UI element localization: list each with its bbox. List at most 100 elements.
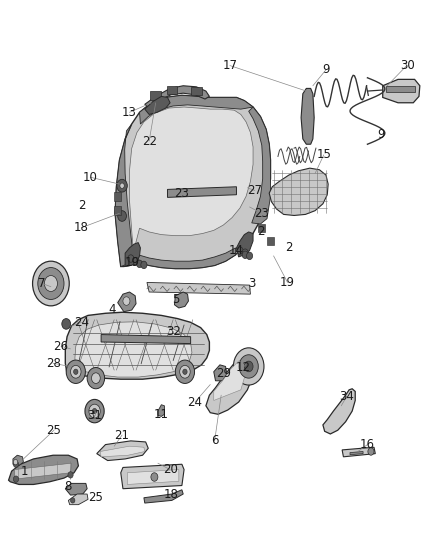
Text: 25: 25 — [88, 491, 103, 504]
Polygon shape — [214, 365, 227, 381]
Circle shape — [13, 461, 18, 467]
Circle shape — [239, 355, 258, 378]
Text: 16: 16 — [360, 438, 375, 451]
Circle shape — [247, 252, 253, 260]
Polygon shape — [206, 353, 254, 414]
Polygon shape — [145, 86, 209, 107]
Circle shape — [74, 369, 78, 374]
Text: 9: 9 — [322, 63, 330, 76]
Text: 26: 26 — [53, 340, 68, 353]
Polygon shape — [114, 192, 121, 200]
Polygon shape — [114, 206, 121, 215]
Circle shape — [120, 183, 124, 188]
Text: 8: 8 — [65, 480, 72, 492]
Text: 25: 25 — [46, 424, 61, 437]
Polygon shape — [65, 483, 87, 495]
Circle shape — [66, 360, 85, 383]
Text: 2: 2 — [78, 199, 85, 212]
Polygon shape — [269, 168, 328, 215]
Circle shape — [175, 360, 194, 383]
Polygon shape — [145, 96, 170, 115]
Polygon shape — [214, 358, 247, 400]
Polygon shape — [267, 237, 274, 245]
Polygon shape — [68, 494, 88, 505]
Polygon shape — [323, 389, 355, 434]
Polygon shape — [101, 335, 191, 344]
Text: 1: 1 — [21, 465, 28, 478]
Text: 21: 21 — [115, 429, 130, 441]
Text: 19: 19 — [280, 276, 295, 289]
Text: 31: 31 — [87, 409, 102, 422]
Polygon shape — [150, 91, 161, 100]
Circle shape — [87, 368, 105, 389]
Circle shape — [117, 179, 127, 192]
Polygon shape — [237, 232, 253, 257]
Circle shape — [92, 408, 97, 414]
Circle shape — [137, 260, 143, 268]
Text: 9: 9 — [377, 128, 384, 141]
Polygon shape — [258, 224, 265, 232]
Text: 18: 18 — [163, 488, 178, 500]
Circle shape — [38, 268, 64, 300]
Text: 2: 2 — [285, 241, 293, 254]
Text: 7: 7 — [39, 277, 46, 290]
Text: 11: 11 — [154, 408, 169, 421]
Text: 22: 22 — [141, 134, 157, 148]
Polygon shape — [97, 441, 148, 461]
Text: 18: 18 — [74, 221, 89, 234]
Polygon shape — [75, 322, 192, 377]
Polygon shape — [130, 107, 253, 259]
Text: 13: 13 — [122, 106, 137, 119]
Polygon shape — [14, 463, 71, 479]
Circle shape — [133, 257, 139, 265]
Text: 6: 6 — [211, 434, 219, 447]
Polygon shape — [125, 243, 141, 266]
Text: 29: 29 — [216, 367, 231, 381]
Circle shape — [233, 348, 264, 385]
Polygon shape — [167, 187, 237, 197]
Circle shape — [368, 448, 374, 455]
Circle shape — [13, 459, 18, 465]
Circle shape — [242, 251, 248, 259]
Polygon shape — [386, 86, 416, 92]
Circle shape — [237, 247, 243, 254]
Polygon shape — [191, 87, 201, 95]
Polygon shape — [249, 107, 271, 224]
Text: 34: 34 — [339, 390, 354, 403]
Circle shape — [123, 297, 130, 305]
Text: 28: 28 — [46, 357, 60, 370]
Circle shape — [89, 404, 100, 418]
Text: 24: 24 — [187, 395, 202, 409]
Text: 4: 4 — [108, 303, 116, 316]
Polygon shape — [166, 86, 177, 94]
Circle shape — [151, 473, 158, 481]
Polygon shape — [65, 312, 209, 379]
Polygon shape — [13, 455, 23, 465]
Circle shape — [13, 476, 18, 482]
Text: 15: 15 — [316, 148, 331, 161]
Circle shape — [62, 319, 71, 329]
Circle shape — [92, 373, 100, 383]
Polygon shape — [301, 88, 314, 144]
Circle shape — [242, 249, 248, 256]
Text: 2: 2 — [257, 225, 264, 238]
Circle shape — [44, 276, 57, 292]
Polygon shape — [127, 470, 179, 484]
Circle shape — [32, 261, 69, 306]
Text: 12: 12 — [236, 361, 251, 374]
Circle shape — [85, 399, 104, 423]
Polygon shape — [121, 464, 184, 489]
Circle shape — [128, 255, 134, 262]
Polygon shape — [342, 447, 375, 457]
Text: 20: 20 — [162, 463, 177, 476]
Polygon shape — [140, 95, 253, 124]
Text: 32: 32 — [166, 325, 180, 338]
Text: 5: 5 — [172, 293, 179, 306]
Polygon shape — [174, 292, 188, 308]
Text: 14: 14 — [229, 244, 244, 257]
Polygon shape — [147, 282, 251, 294]
Circle shape — [244, 361, 253, 372]
Polygon shape — [115, 124, 134, 266]
Circle shape — [68, 472, 73, 478]
Polygon shape — [115, 95, 271, 269]
